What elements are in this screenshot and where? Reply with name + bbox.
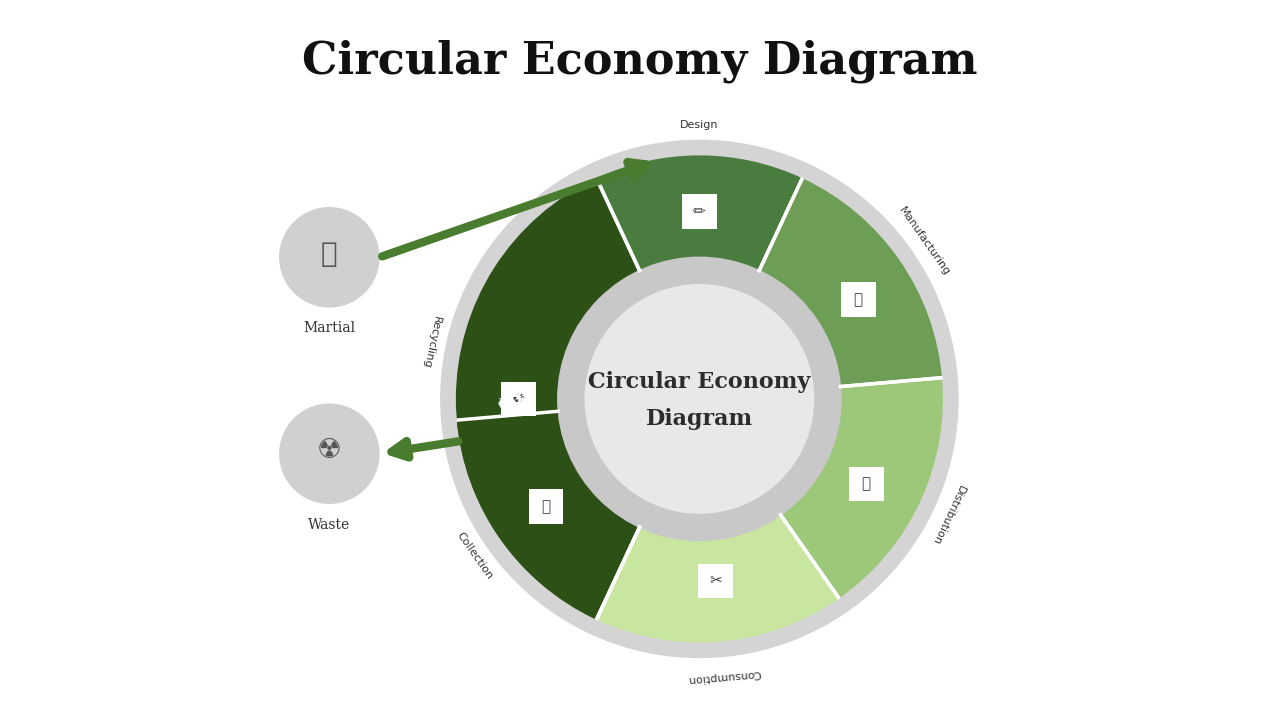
Text: ♻: ♻ (495, 387, 530, 425)
Bar (849, 467, 883, 501)
Text: Circular Economy: Circular Economy (589, 372, 810, 393)
Text: 🌲: 🌲 (321, 240, 338, 268)
Text: Martial: Martial (303, 321, 356, 336)
Text: Recycling: Recycling (421, 315, 442, 369)
Text: Circular Economy Diagram: Circular Economy Diagram (302, 40, 978, 83)
Text: Consumption: Consumption (686, 668, 760, 685)
Text: 🏭: 🏭 (854, 292, 863, 307)
Bar (698, 564, 732, 598)
Circle shape (585, 284, 814, 513)
Text: Waste: Waste (308, 518, 351, 531)
Bar (841, 282, 876, 317)
Wedge shape (759, 179, 941, 387)
Wedge shape (457, 179, 640, 618)
Bar (682, 194, 717, 229)
Text: ☢: ☢ (317, 436, 342, 464)
Circle shape (558, 257, 841, 541)
Circle shape (440, 140, 957, 657)
Wedge shape (596, 157, 801, 271)
Text: ♻: ♻ (512, 392, 525, 406)
Text: ✏: ✏ (692, 204, 705, 219)
Text: Manufacturing: Manufacturing (896, 205, 951, 278)
Text: 🛒: 🛒 (861, 477, 870, 492)
Text: Diagram: Diagram (646, 408, 753, 430)
Circle shape (279, 207, 380, 307)
Wedge shape (458, 411, 640, 618)
Text: 🗑: 🗑 (541, 499, 550, 514)
Wedge shape (781, 378, 942, 598)
Wedge shape (596, 515, 838, 641)
Bar (500, 382, 536, 416)
Text: Collection: Collection (454, 531, 495, 582)
Circle shape (279, 403, 380, 504)
Bar (529, 489, 563, 523)
Text: Design: Design (680, 120, 718, 130)
Text: Distribution: Distribution (929, 483, 966, 546)
Text: ✂: ✂ (709, 573, 722, 588)
